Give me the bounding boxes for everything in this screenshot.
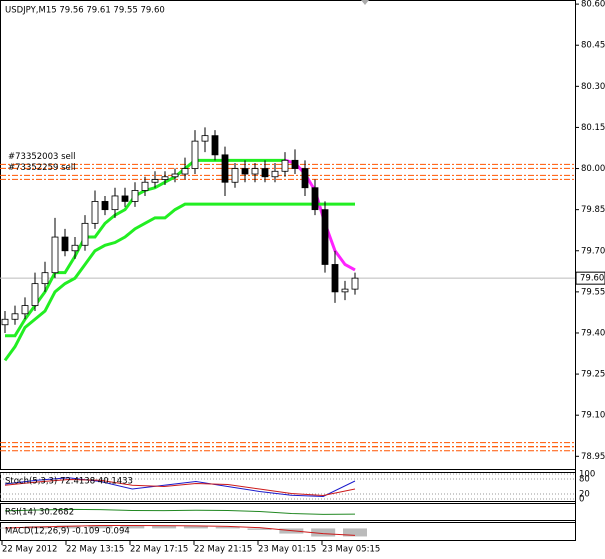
x-tick-label: 22 May 21:15 bbox=[194, 545, 252, 555]
panel-line bbox=[4, 524, 356, 536]
macd-bar bbox=[120, 525, 145, 529]
x-tick-label: 23 May 05:15 bbox=[322, 545, 380, 555]
order-label: #73352259 sell bbox=[8, 163, 75, 173]
chart-title: USDJPY,M15 79.56 79.61 79.55 79.60 bbox=[5, 6, 165, 16]
panel-line bbox=[4, 477, 356, 498]
candle-body bbox=[271, 170, 279, 178]
candle-body bbox=[71, 244, 79, 252]
y-tick-label: 79.85 bbox=[581, 205, 605, 215]
candle-body bbox=[211, 135, 219, 156]
candle-body bbox=[21, 305, 29, 315]
y-tick-label: 80.30 bbox=[581, 82, 605, 92]
shift-marker bbox=[361, 0, 369, 5]
indicator-line bbox=[3, 202, 355, 362]
x-tick-label: 22 May 17:15 bbox=[130, 545, 188, 555]
candle-body bbox=[51, 236, 59, 274]
y-tick-label: 79.70 bbox=[581, 246, 605, 256]
y-tick-label: 78.95 bbox=[581, 452, 605, 462]
candle-body bbox=[91, 201, 99, 224]
macd-bar bbox=[215, 526, 240, 529]
candle-body bbox=[231, 168, 239, 183]
candle-body bbox=[11, 313, 19, 320]
y-tick-label: 80.60 bbox=[581, 0, 605, 10]
candle-body bbox=[311, 187, 319, 211]
candle-body bbox=[301, 168, 309, 189]
candle-body bbox=[111, 195, 119, 211]
y-tick-label: 79.10 bbox=[581, 411, 605, 421]
panel-tick-label: 80 bbox=[579, 475, 590, 485]
candle-body bbox=[61, 236, 69, 252]
order-label: #73352003 sell bbox=[8, 152, 75, 162]
candle-body bbox=[351, 277, 359, 290]
panel-frame bbox=[0, 472, 576, 502]
x-tick-label: 22 May 2012 bbox=[2, 545, 57, 555]
panel-tick-label: 0 bbox=[579, 495, 584, 505]
candle-body bbox=[31, 283, 39, 306]
candle-body bbox=[281, 159, 289, 172]
candle-body bbox=[291, 159, 299, 169]
candle-body bbox=[201, 135, 209, 142]
macd-bar bbox=[152, 525, 177, 529]
y-tick-label: 80.00 bbox=[581, 164, 605, 174]
candle-body bbox=[101, 201, 109, 211]
macd-bar bbox=[247, 528, 272, 530]
candle-body bbox=[331, 264, 339, 293]
candle-body bbox=[141, 181, 149, 191]
candle-body bbox=[221, 154, 229, 183]
candle-body bbox=[241, 168, 249, 175]
macd-bar bbox=[183, 526, 208, 529]
panel-tick-label: 100 bbox=[579, 470, 595, 480]
panel-line bbox=[4, 508, 356, 515]
candle-body bbox=[171, 173, 179, 178]
y-tick-label: 79.25 bbox=[581, 370, 605, 380]
candle-body bbox=[261, 168, 269, 178]
candle-body bbox=[181, 168, 189, 175]
macd-bar bbox=[88, 525, 113, 529]
candle-body bbox=[81, 222, 89, 246]
candle-body bbox=[41, 272, 49, 285]
candle-body bbox=[1, 318, 9, 326]
candle-body bbox=[121, 195, 129, 202]
bid-box bbox=[575, 271, 605, 285]
panel-label: RSI(14) 30.2682 bbox=[5, 508, 74, 518]
y-tick-label: 79.40 bbox=[581, 328, 605, 338]
panel-tick-label: 20 bbox=[579, 490, 590, 500]
y-tick-label: 80.45 bbox=[581, 41, 605, 51]
panel-line bbox=[4, 478, 356, 497]
x-tick-label: 22 May 13:15 bbox=[66, 545, 124, 555]
candle-body bbox=[131, 190, 139, 202]
candle-body bbox=[321, 209, 329, 265]
candle-body bbox=[161, 176, 169, 180]
bid-label: 79.60 bbox=[580, 274, 604, 284]
y-tick-label: 80.15 bbox=[581, 123, 605, 133]
panel-label: Stoch(5,3,3) 72.4138 40.1433 bbox=[5, 477, 133, 487]
macd-bar bbox=[343, 528, 367, 537]
panel-label: MACD(12,26,9) -0.109 -0.094 bbox=[5, 527, 130, 537]
panel-frame bbox=[0, 503, 576, 521]
y-tick-label: 79.55 bbox=[581, 287, 605, 297]
candle-body bbox=[151, 179, 159, 183]
macd-bar bbox=[311, 528, 336, 537]
x-tick-label: 23 May 01:15 bbox=[258, 545, 316, 555]
candle-body bbox=[191, 140, 199, 169]
candle-body bbox=[341, 288, 349, 293]
macd-bar bbox=[56, 525, 81, 529]
candle-body bbox=[251, 168, 259, 175]
panel-frame bbox=[0, 522, 576, 541]
